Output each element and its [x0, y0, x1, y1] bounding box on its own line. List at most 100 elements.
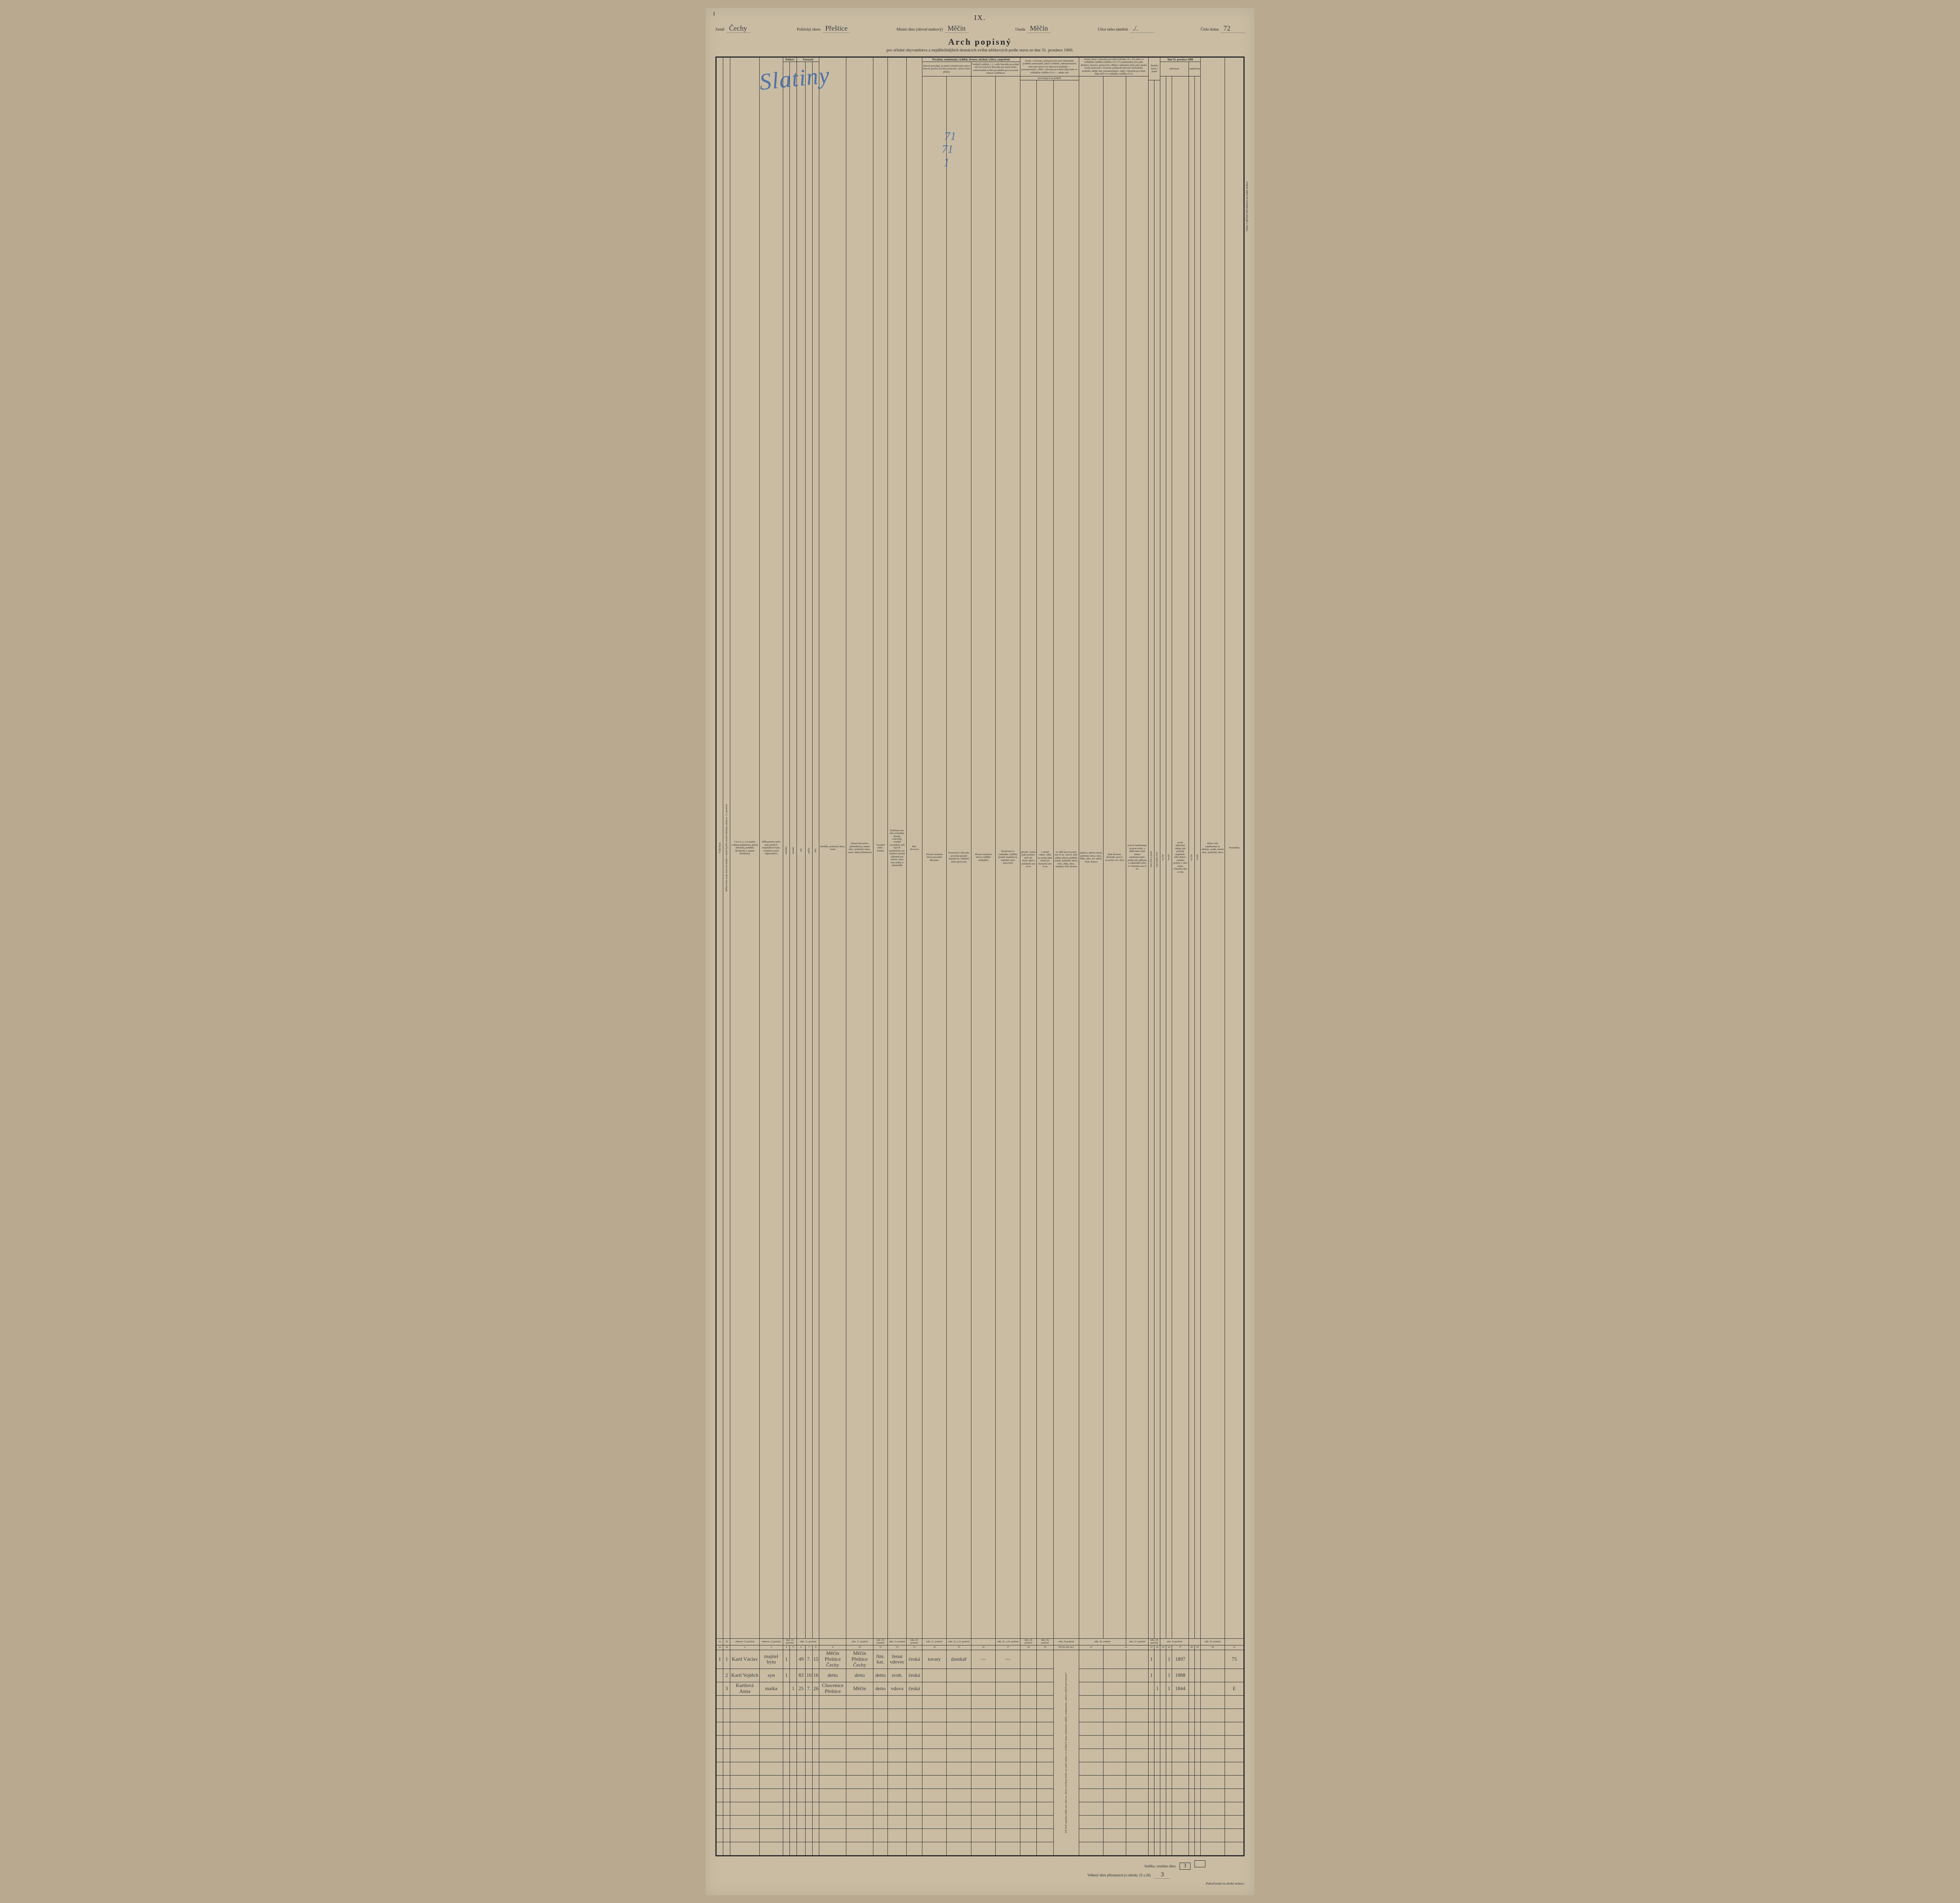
cell [1079, 1749, 1103, 1762]
cell: česká [906, 1669, 922, 1682]
cell [730, 1789, 759, 1802]
cell [1189, 1682, 1194, 1695]
cell [723, 1829, 730, 1842]
cell [717, 1829, 723, 1842]
cell: 15 [812, 1650, 819, 1669]
cell [1200, 1735, 1225, 1749]
cell [846, 1775, 873, 1789]
cell: 1888 [1172, 1669, 1189, 1682]
cell [1166, 1695, 1172, 1709]
cell [996, 1722, 1020, 1735]
cell [1200, 1842, 1225, 1855]
h-postaveni-hl: Postavení v hlavním povolání (poměr maje… [947, 76, 971, 1638]
cell [723, 1789, 730, 1802]
cell [906, 1722, 922, 1735]
cell [873, 1695, 887, 1709]
cell [947, 1789, 971, 1802]
cell: Kartl Václav [730, 1650, 759, 1669]
h-jmeno: J m é n o, a to jméno rodinné (příjmení)… [730, 58, 759, 1639]
h-provozuje: provozuje-li se podnik [1020, 76, 1079, 80]
cell [1194, 1802, 1200, 1815]
cell [1103, 1815, 1126, 1829]
cell [1103, 1722, 1126, 1735]
cell [1225, 1802, 1244, 1815]
cell [1189, 1722, 1194, 1735]
cell [1149, 1762, 1154, 1775]
cell [812, 1842, 819, 1855]
cell [888, 1802, 906, 1815]
h-pribuz: Příbuzenství nebo jiný poměr k majetníko… [759, 58, 783, 1639]
cell [996, 1682, 1020, 1695]
cell [717, 1802, 723, 1815]
cell [922, 1815, 946, 1829]
cell [1160, 1722, 1166, 1735]
cell [1126, 1650, 1149, 1669]
cell [971, 1762, 995, 1775]
cell [797, 1829, 805, 1842]
cell [906, 1695, 922, 1709]
cell [790, 1802, 797, 1815]
cell [873, 1842, 887, 1855]
h-pritomny: přítomný [1160, 62, 1189, 76]
cell [1194, 1749, 1200, 1762]
cell [922, 1829, 946, 1842]
cell [1172, 1695, 1189, 1709]
cell [1160, 1735, 1166, 1749]
h-umi: umí čísti a psáti [1149, 80, 1154, 1639]
cell [730, 1842, 759, 1855]
cell [1020, 1749, 1036, 1762]
vertical-note-cell: Zde buď zapsáno toliko ano nebo ne, adre… [1053, 1650, 1079, 1856]
cell [888, 1735, 906, 1749]
cell [873, 1829, 887, 1842]
cell [812, 1749, 819, 1762]
table-row [717, 1695, 1244, 1709]
cell [846, 1815, 873, 1829]
cell [1154, 1669, 1160, 1682]
cell: I [717, 1650, 723, 1669]
cell: ženat vdovec [888, 1650, 906, 1669]
h-stav: Rodinný stav, zda svobodný, ženatý, ovdo… [888, 58, 906, 1639]
census-sheet: 1 IX. Země Čechy Politický okres Přeštic… [706, 8, 1254, 1895]
cell [790, 1695, 797, 1709]
cell: 1 [783, 1650, 789, 1669]
cell [906, 1749, 922, 1762]
cell [996, 1762, 1020, 1775]
cell: 49 [797, 1650, 805, 1669]
cell [723, 1762, 730, 1775]
ref-row: 1a1b odstavec 12 poučeníodstavec 12 pouč… [717, 1639, 1244, 1645]
cell: 1 [1166, 1682, 1172, 1695]
cell [846, 1842, 873, 1855]
cell [806, 1709, 812, 1722]
cell: Měčín [846, 1682, 873, 1695]
cell [783, 1749, 789, 1762]
h-postaveni-vedl: Postavení ve vedlejším výdělku (poměr ma… [996, 76, 1020, 1638]
cell [1037, 1829, 1053, 1842]
cell: 10. [806, 1669, 812, 1682]
cell [1126, 1762, 1149, 1775]
cell [1079, 1650, 1103, 1669]
cell [888, 1775, 906, 1789]
cell [996, 1802, 1020, 1815]
cell [1189, 1650, 1194, 1669]
cell [759, 1749, 783, 1762]
cell [717, 1789, 723, 1802]
table-row [717, 1762, 1244, 1775]
cell [1079, 1815, 1103, 1829]
cell [1154, 1842, 1160, 1855]
form-title: Arch popisný [715, 37, 1245, 47]
cell [1200, 1709, 1225, 1722]
table-row [717, 1749, 1244, 1762]
cell [1225, 1709, 1244, 1722]
cell [906, 1789, 922, 1802]
cell [1194, 1682, 1200, 1695]
cell [806, 1722, 812, 1735]
cell [1126, 1802, 1149, 1815]
cell [947, 1802, 971, 1815]
value-ulice: ./. [1131, 24, 1154, 33]
cell [971, 1735, 995, 1749]
cell: 75 [1225, 1650, 1244, 1669]
cell [812, 1695, 819, 1709]
cell [1020, 1735, 1036, 1749]
label-zeme: Země [715, 27, 724, 32]
cell [1079, 1842, 1103, 1855]
